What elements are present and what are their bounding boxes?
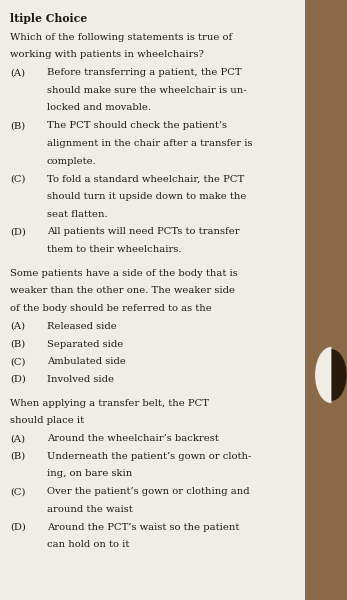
Text: Underneath the patient’s gown or cloth-: Underneath the patient’s gown or cloth- bbox=[47, 452, 251, 461]
Text: (C): (C) bbox=[10, 357, 26, 366]
Bar bbox=[0, 0, 305, 600]
Text: (C): (C) bbox=[10, 487, 26, 496]
Text: Ambulated side: Ambulated side bbox=[47, 357, 126, 366]
Text: Separated side: Separated side bbox=[47, 340, 123, 349]
Text: Around the wheelchair’s backrest: Around the wheelchair’s backrest bbox=[47, 434, 219, 443]
Text: All patients will need PCTs to transfer: All patients will need PCTs to transfer bbox=[47, 227, 239, 236]
Text: (A): (A) bbox=[10, 68, 26, 77]
Text: (D): (D) bbox=[10, 375, 26, 384]
Text: Over the patient’s gown or clothing and: Over the patient’s gown or clothing and bbox=[47, 487, 249, 496]
Text: Released side: Released side bbox=[47, 322, 117, 331]
Text: When applying a transfer belt, the PCT: When applying a transfer belt, the PCT bbox=[10, 398, 209, 407]
Text: can hold on to it: can hold on to it bbox=[47, 540, 129, 549]
Wedge shape bbox=[315, 347, 331, 403]
Text: working with patients in wheelchairs?: working with patients in wheelchairs? bbox=[10, 50, 204, 59]
Text: To fold a standard wheelchair, the PCT: To fold a standard wheelchair, the PCT bbox=[47, 174, 244, 183]
Text: locked and movable.: locked and movable. bbox=[47, 103, 151, 112]
Text: (B): (B) bbox=[10, 452, 26, 461]
Text: Around the PCT’s waist so the patient: Around the PCT’s waist so the patient bbox=[47, 523, 239, 532]
Text: Before transferring a patient, the PCT: Before transferring a patient, the PCT bbox=[47, 68, 242, 77]
Text: should place it: should place it bbox=[10, 416, 85, 425]
Text: around the waist: around the waist bbox=[47, 505, 133, 514]
Text: of the body should be referred to as the: of the body should be referred to as the bbox=[10, 304, 212, 313]
Text: (D): (D) bbox=[10, 227, 26, 236]
Text: them to their wheelchairs.: them to their wheelchairs. bbox=[47, 245, 181, 254]
Text: ing, on bare skin: ing, on bare skin bbox=[47, 469, 132, 478]
Text: (A): (A) bbox=[10, 322, 26, 331]
Text: alignment in the chair after a transfer is: alignment in the chair after a transfer … bbox=[47, 139, 252, 148]
Text: seat flatten.: seat flatten. bbox=[47, 209, 108, 218]
Text: Which of the following statements is true of: Which of the following statements is tru… bbox=[10, 32, 232, 41]
Text: (B): (B) bbox=[10, 340, 26, 349]
Text: (B): (B) bbox=[10, 121, 26, 130]
Circle shape bbox=[317, 350, 346, 400]
Text: (C): (C) bbox=[10, 174, 26, 183]
Text: Some patients have a side of the body that is: Some patients have a side of the body th… bbox=[10, 269, 238, 278]
Text: ltiple Choice: ltiple Choice bbox=[10, 13, 88, 24]
Text: (D): (D) bbox=[10, 523, 26, 532]
Text: Involved side: Involved side bbox=[47, 375, 114, 384]
Text: complete.: complete. bbox=[47, 157, 96, 166]
Text: The PCT should check the patient’s: The PCT should check the patient’s bbox=[47, 121, 227, 130]
Text: should turn it upside down to make the: should turn it upside down to make the bbox=[47, 192, 246, 201]
Text: weaker than the other one. The weaker side: weaker than the other one. The weaker si… bbox=[10, 286, 235, 295]
Text: should make sure the wheelchair is un-: should make sure the wheelchair is un- bbox=[47, 86, 246, 95]
Text: (A): (A) bbox=[10, 434, 26, 443]
